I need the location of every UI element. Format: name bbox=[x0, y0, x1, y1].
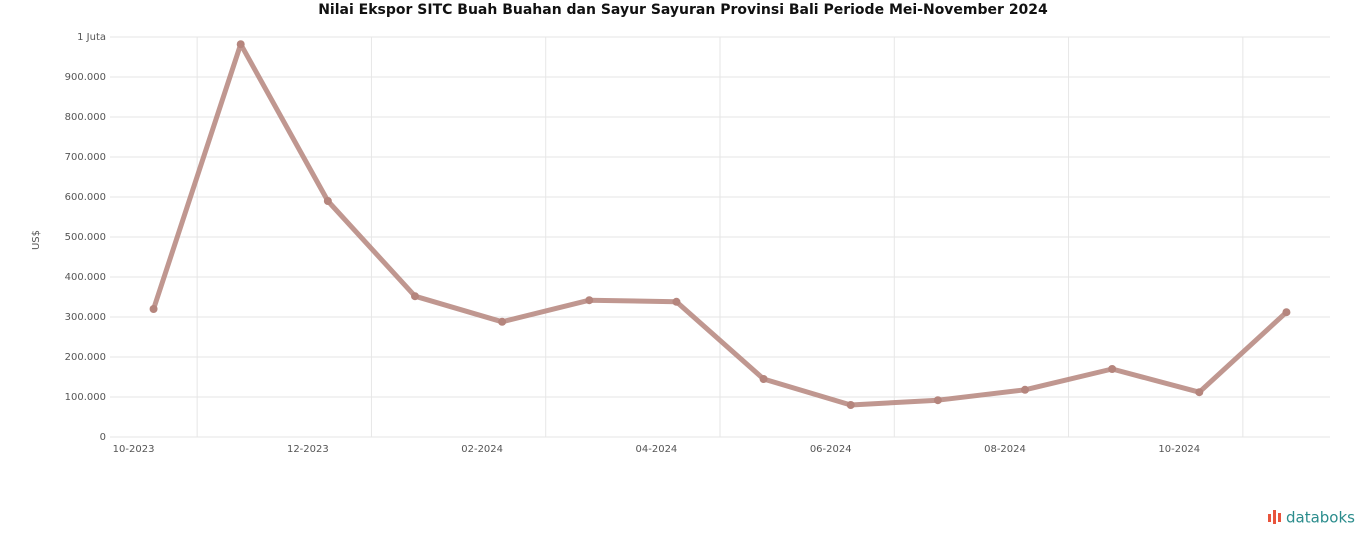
y-tick-label: 500.000 bbox=[65, 232, 106, 243]
x-tick-label: 04-2024 bbox=[636, 444, 678, 455]
x-tick-label: 02-2024 bbox=[461, 444, 503, 455]
point bbox=[411, 292, 419, 301]
y-tick-label: 700.000 bbox=[65, 152, 106, 163]
point bbox=[846, 401, 855, 409]
y-tick-label: 200.000 bbox=[65, 352, 106, 363]
point bbox=[498, 317, 507, 326]
y-tick-label: 300.000 bbox=[65, 312, 106, 323]
y-tick-label: 100.000 bbox=[65, 392, 106, 403]
x-tick-label: 08-2024 bbox=[984, 444, 1026, 455]
point bbox=[933, 396, 942, 405]
y-tick-label: 1 Juta bbox=[77, 32, 106, 43]
source: databoks bbox=[1286, 509, 1355, 527]
point bbox=[585, 296, 594, 305]
logo: databoks bbox=[1268, 509, 1355, 527]
point bbox=[1021, 385, 1029, 394]
point bbox=[1282, 308, 1291, 317]
x-tick-label: 10-2024 bbox=[1158, 444, 1200, 455]
y-tick-label: 800.000 bbox=[65, 112, 106, 123]
point bbox=[1195, 388, 1204, 397]
y-tick-label: 600.000 bbox=[65, 192, 106, 203]
x-tick-label: 10-2023 bbox=[113, 444, 155, 455]
y-tick-label: 900.000 bbox=[65, 72, 106, 83]
point bbox=[236, 40, 245, 49]
point bbox=[1108, 365, 1117, 373]
point bbox=[672, 297, 681, 306]
x-tick-label: 12-2023 bbox=[287, 444, 329, 455]
y-tick-label: 0 bbox=[100, 432, 106, 443]
y-axis-label: US$ bbox=[31, 230, 42, 250]
y-tick-label: 400.000 bbox=[65, 272, 106, 283]
chart-title: Nilai Ekspor SITC Buah Buahan dan Sayur … bbox=[318, 2, 1048, 18]
line bbox=[151, 41, 1289, 408]
point bbox=[323, 197, 332, 205]
x-tick-label: 06-2024 bbox=[810, 444, 852, 455]
point bbox=[149, 305, 158, 313]
point bbox=[759, 375, 768, 383]
